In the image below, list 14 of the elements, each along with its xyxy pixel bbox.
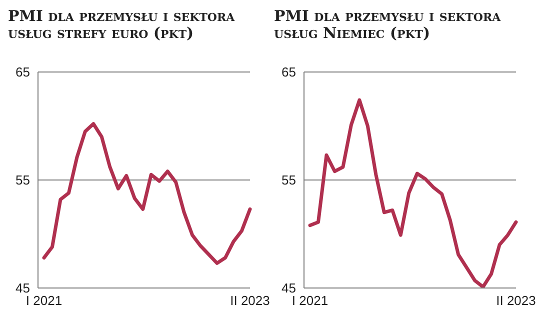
- y-tick-label: 45: [16, 280, 30, 296]
- chart-title: PMI dla przemysłu i sektora usług strefy euro (pkt): [8, 7, 236, 44]
- x-tick-label: I 2021: [26, 293, 62, 308]
- y-tick-label: 55: [282, 172, 296, 188]
- y-tick-label: 65: [16, 64, 30, 80]
- y-tick-label: 45: [282, 280, 296, 296]
- line-series: [308, 98, 518, 288]
- x-tick-label: I 2021: [292, 293, 328, 308]
- y-tick-label: 55: [16, 172, 30, 188]
- line-series: [42, 122, 252, 265]
- x-tick-label: II 2023: [496, 293, 536, 308]
- x-tick-label: II 2023: [230, 293, 270, 308]
- y-tick-label: 65: [282, 64, 296, 80]
- chart-title: PMI dla przemysłu i sektora usług Niemiec (pkt): [274, 7, 502, 44]
